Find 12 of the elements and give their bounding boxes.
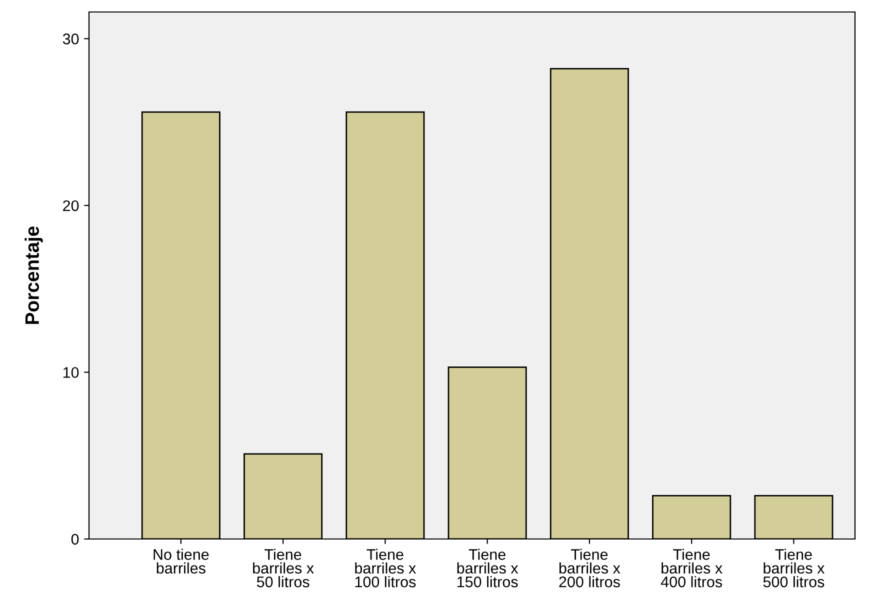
x-tick-label: No tiene barriles bbox=[154, 548, 209, 574]
x-tick-label: Tiene barriles x 200 litros bbox=[559, 548, 620, 588]
x-tick-label: Tiene barriles x 400 litros bbox=[660, 548, 722, 588]
x-tick-label: Tiene barriles x 50 litros bbox=[253, 548, 314, 588]
x-tick-label: Tiene barriles x 150 litros bbox=[457, 548, 518, 588]
y-tick-label: 10 bbox=[63, 367, 79, 378]
y-tick-label: 20 bbox=[63, 200, 79, 212]
y-tick-label: 0 bbox=[71, 534, 79, 545]
x-tick-label: Tiene barriles x 100 litros bbox=[355, 548, 416, 588]
x-tick-label: Tiene barriles x 500 litros bbox=[763, 548, 825, 588]
y-axis-title: Porcentaje bbox=[24, 226, 43, 324]
y-tick-label: 30 bbox=[62, 34, 79, 44]
